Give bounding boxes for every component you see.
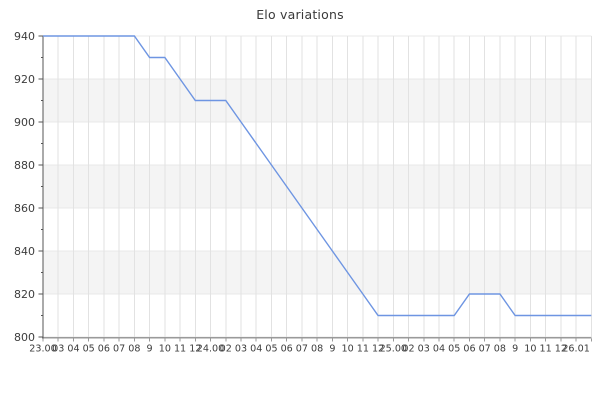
svg-text:26.01: 26.01 — [562, 344, 589, 355]
y-tick-labels: 800 820 840 860 880 900 920 940 — [14, 30, 35, 344]
svg-text:08: 08 — [311, 344, 323, 355]
svg-text:860: 860 — [14, 202, 35, 215]
x-axis — [42, 336, 592, 342]
svg-text:900: 900 — [14, 116, 35, 129]
y-axis — [38, 35, 44, 339]
svg-text:08: 08 — [494, 344, 506, 355]
svg-text:840: 840 — [14, 245, 35, 258]
svg-text:9: 9 — [512, 344, 518, 355]
svg-text:03: 03 — [418, 344, 430, 355]
svg-text:12: 12 — [555, 344, 567, 355]
svg-text:11: 11 — [357, 344, 369, 355]
svg-text:03: 03 — [235, 344, 247, 355]
svg-text:07: 07 — [296, 344, 308, 355]
svg-text:920: 920 — [14, 73, 35, 86]
svg-text:880: 880 — [14, 159, 35, 172]
svg-text:10: 10 — [342, 344, 354, 355]
svg-text:04: 04 — [67, 344, 79, 355]
svg-text:06: 06 — [98, 344, 110, 355]
elo-line — [43, 35, 592, 317]
svg-text:06: 06 — [463, 344, 475, 355]
svg-text:23.00: 23.00 — [29, 344, 56, 355]
svg-text:05: 05 — [265, 344, 277, 355]
svg-text:05: 05 — [83, 344, 95, 355]
svg-text:03: 03 — [52, 344, 64, 355]
svg-text:11: 11 — [174, 344, 186, 355]
svg-text:04: 04 — [433, 344, 445, 355]
svg-text:11: 11 — [540, 344, 552, 355]
svg-text:02: 02 — [402, 344, 414, 355]
svg-text:12: 12 — [189, 344, 201, 355]
svg-text:9: 9 — [147, 344, 153, 355]
svg-text:25.00: 25.00 — [380, 344, 407, 355]
svg-text:04: 04 — [250, 344, 262, 355]
svg-text:02: 02 — [220, 344, 232, 355]
vertical-gridlines — [57, 36, 592, 337]
svg-text:24.00: 24.00 — [197, 344, 224, 355]
svg-text:07: 07 — [113, 344, 125, 355]
svg-text:800: 800 — [14, 331, 35, 344]
svg-text:9: 9 — [329, 344, 335, 355]
svg-text:10: 10 — [159, 344, 171, 355]
svg-text:05: 05 — [448, 344, 460, 355]
svg-text:06: 06 — [281, 344, 293, 355]
svg-text:820: 820 — [14, 288, 35, 301]
svg-text:10: 10 — [524, 344, 536, 355]
svg-text:12: 12 — [372, 344, 384, 355]
chart-title: Elo variations — [256, 7, 344, 22]
svg-text:07: 07 — [479, 344, 491, 355]
svg-text:08: 08 — [128, 344, 140, 355]
svg-text:940: 940 — [14, 30, 35, 43]
